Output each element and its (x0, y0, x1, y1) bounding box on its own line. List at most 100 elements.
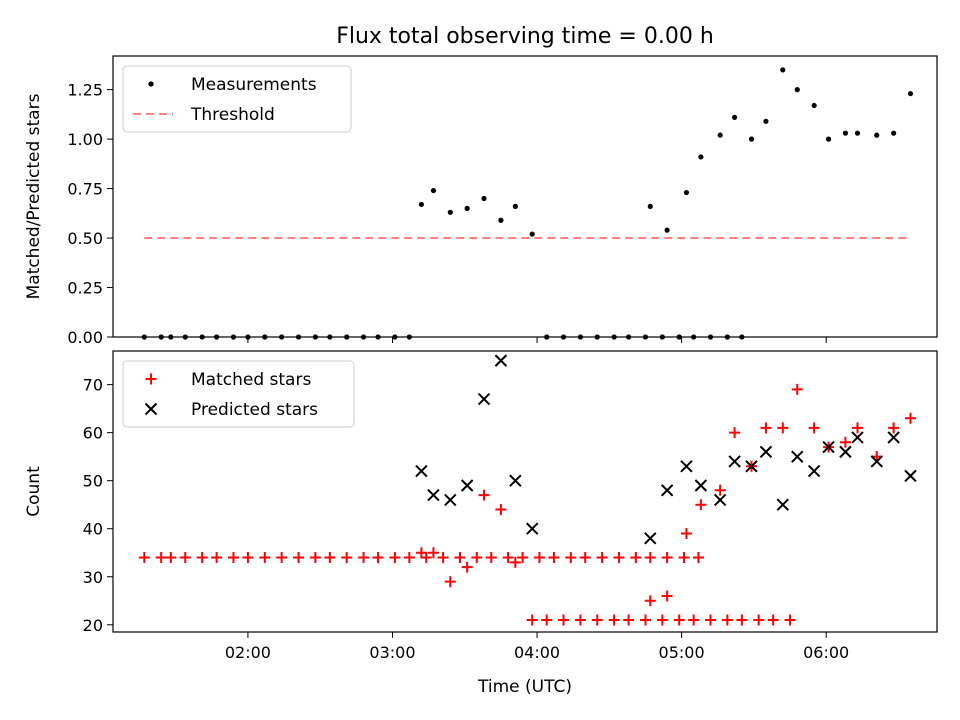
matched-star-point (736, 614, 748, 626)
matched-star-point (259, 552, 271, 564)
matched-star-point (227, 552, 239, 564)
matched-star-point (608, 614, 620, 626)
bottom-y-tick-label: 20 (83, 616, 103, 635)
top-y-tick-label: 0.00 (67, 328, 103, 347)
matched-star-point (495, 504, 507, 516)
predicted-star-point (759, 445, 773, 459)
top-y-axis-label: Matched/Predicted stars (24, 93, 44, 299)
matched-star-point (661, 590, 673, 602)
measurement-point (418, 201, 424, 208)
measurement-point (430, 187, 437, 194)
legend-label: Measurements (191, 75, 317, 95)
matched-star-point (630, 552, 642, 564)
measurement-point (664, 227, 670, 233)
top-legend-box (122, 65, 352, 133)
matched-star-point (389, 552, 401, 564)
x-tick-label: 02:00 (225, 643, 271, 662)
legend-matched-swatch (145, 373, 157, 385)
top-y-tick-label: 1.25 (67, 81, 103, 100)
matched-star-point (324, 552, 336, 564)
measurement-point (594, 334, 600, 340)
predicted-star-point (713, 493, 727, 507)
measurement-point (327, 334, 333, 340)
measurement-point (158, 334, 164, 340)
legend-label: Matched stars (191, 370, 311, 390)
measurement-point (874, 132, 880, 138)
measurement-point (406, 334, 412, 340)
x-axis-label: Time (UTC) (477, 677, 572, 697)
matched-star-point (541, 614, 553, 626)
matched-star-point (784, 614, 796, 626)
bottom-legend: Matched stars Predicted stars (122, 360, 355, 428)
matched-star-point (721, 614, 733, 626)
bottom-panel: 20 30 40 50 60 70 02:00 03:00 04:00 05:00 06:00 Cou… (24, 350, 938, 662)
measurement-point (825, 136, 832, 142)
predicted-star-point (887, 431, 900, 444)
predicted-star-point (415, 464, 428, 478)
measurement-point (560, 334, 567, 340)
predicted-star-point (444, 493, 457, 507)
x-tick-label: 06:00 (803, 643, 849, 662)
matched-star-point (579, 552, 591, 564)
bottom-y-axis-label: Count (24, 466, 44, 517)
matched-star-point (656, 614, 668, 626)
top-legend: Measurements Threshold (122, 65, 352, 133)
matched-star-point (591, 614, 603, 626)
measurement-point (811, 102, 817, 109)
measurement-point (512, 203, 518, 209)
bottom-y-tick-label: 30 (83, 568, 103, 587)
matched-star-point (341, 552, 353, 564)
predicted-star-point (791, 450, 804, 463)
measurement-point (279, 334, 285, 340)
measurement-point (481, 195, 487, 202)
bottom-y-tick-label: 70 (83, 376, 103, 395)
measurement-point (312, 334, 318, 340)
matched-star-point (695, 499, 707, 511)
bottom-y-tick-label: 60 (83, 424, 103, 443)
measurement-point (647, 203, 653, 209)
bottom-y-tick-label: 40 (83, 520, 103, 539)
measurement-point (907, 90, 914, 97)
matched-star-point (760, 422, 772, 434)
measurement-point (707, 334, 714, 340)
measurement-point (732, 114, 738, 120)
matched-star-point (673, 614, 685, 626)
measurement-point (295, 334, 302, 340)
measurement-point (375, 334, 381, 340)
matched-star-point (372, 552, 384, 564)
matched-star-point (623, 614, 635, 626)
top-panel: 0.00 0.25 0.50 0.75 1.00 1.25 Matched/Predicte… (24, 55, 938, 347)
matched-star-point (644, 595, 656, 607)
predicted-star-point (728, 455, 741, 468)
measurement-point (262, 334, 268, 340)
matched-star-point (403, 552, 415, 564)
matched-star-point (729, 427, 741, 439)
matched-star-point (533, 552, 545, 564)
matched-star-point (574, 614, 586, 626)
measurement-point (763, 118, 769, 124)
predicted-star-point (427, 488, 440, 502)
top-y-tick-label: 0.50 (67, 229, 103, 248)
matched-star-point (211, 552, 223, 564)
matched-star-point (680, 528, 692, 540)
measurement-point (529, 231, 535, 237)
measurement-point (683, 189, 690, 196)
matched-star-point (461, 561, 473, 573)
measurement-point (626, 334, 632, 340)
measurement-point (464, 205, 470, 211)
predicted-star-point (680, 460, 693, 473)
measurement-point (214, 334, 220, 340)
predicted-star-point (822, 440, 835, 454)
matched-star-point (705, 614, 717, 626)
measurement-point (182, 334, 188, 340)
predicted-star-point (526, 522, 539, 535)
legend-label: Threshold (190, 105, 275, 125)
measurement-point (891, 130, 897, 136)
bottom-legend-box (122, 360, 355, 428)
matched-star-point (678, 552, 690, 564)
measurement-point (245, 334, 251, 340)
measurement-point (794, 87, 800, 93)
legend-label: Predicted stars (191, 400, 318, 420)
legend-predicted-swatch (144, 402, 158, 416)
x-tick-label: 04:00 (514, 643, 560, 662)
